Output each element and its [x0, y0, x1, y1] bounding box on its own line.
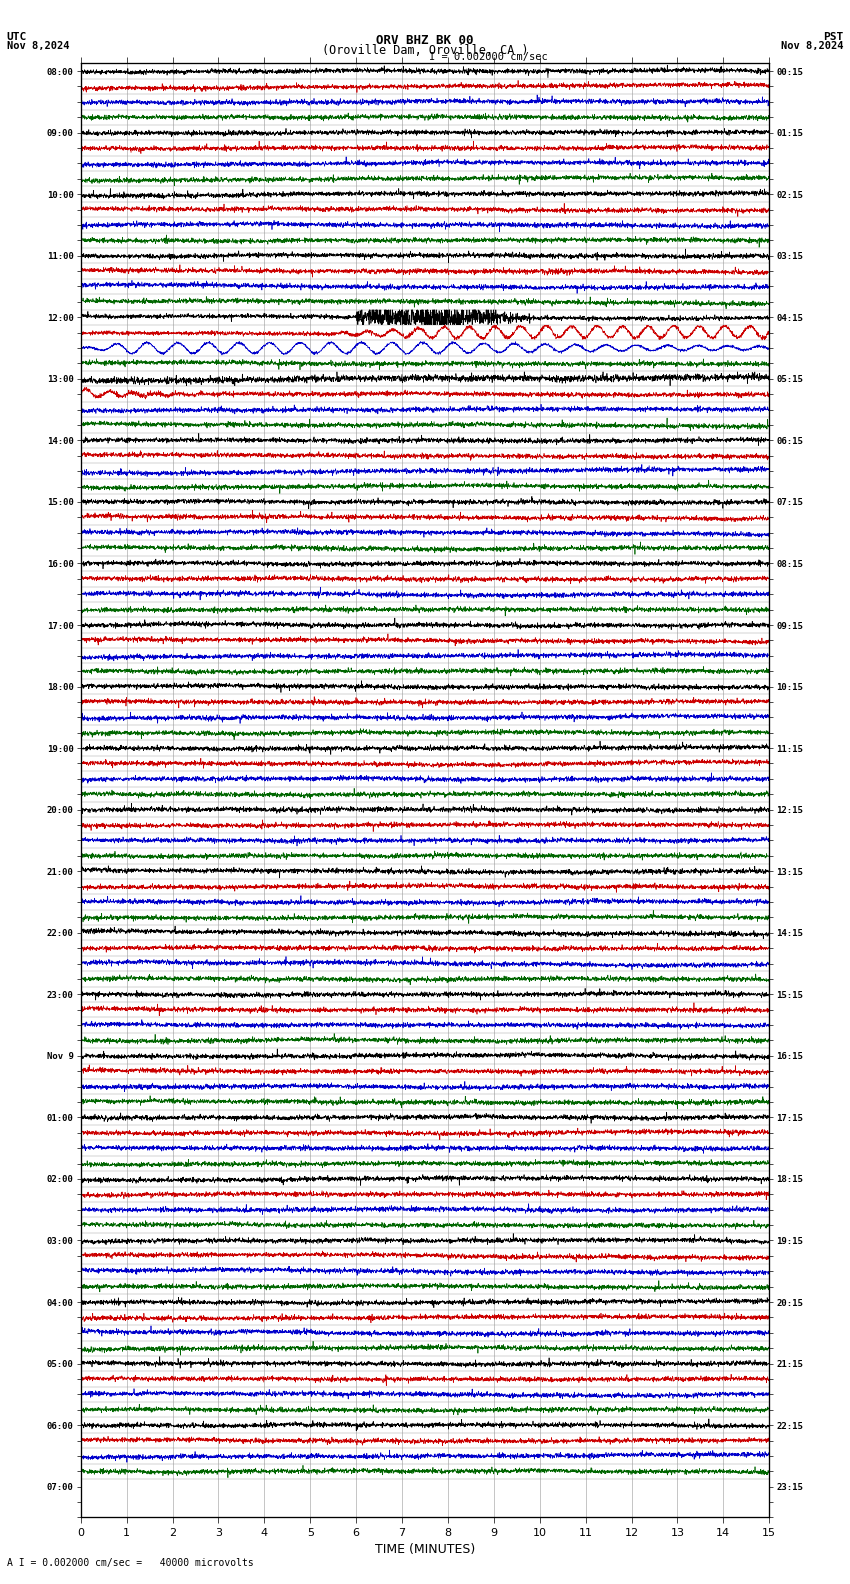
Text: PST: PST	[823, 32, 843, 41]
Text: A I = 0.002000 cm/sec =   40000 microvolts: A I = 0.002000 cm/sec = 40000 microvolts	[7, 1559, 253, 1568]
Text: Nov 8,2024: Nov 8,2024	[780, 41, 843, 51]
Text: Nov 8,2024: Nov 8,2024	[7, 41, 70, 51]
Text: ORV BHZ BK 00: ORV BHZ BK 00	[377, 33, 473, 48]
Text: UTC: UTC	[7, 32, 27, 41]
X-axis label: TIME (MINUTES): TIME (MINUTES)	[375, 1543, 475, 1557]
Text: I = 0.002000 cm/sec: I = 0.002000 cm/sec	[429, 52, 548, 62]
Text: (Oroville Dam, Oroville, CA ): (Oroville Dam, Oroville, CA )	[321, 43, 529, 57]
